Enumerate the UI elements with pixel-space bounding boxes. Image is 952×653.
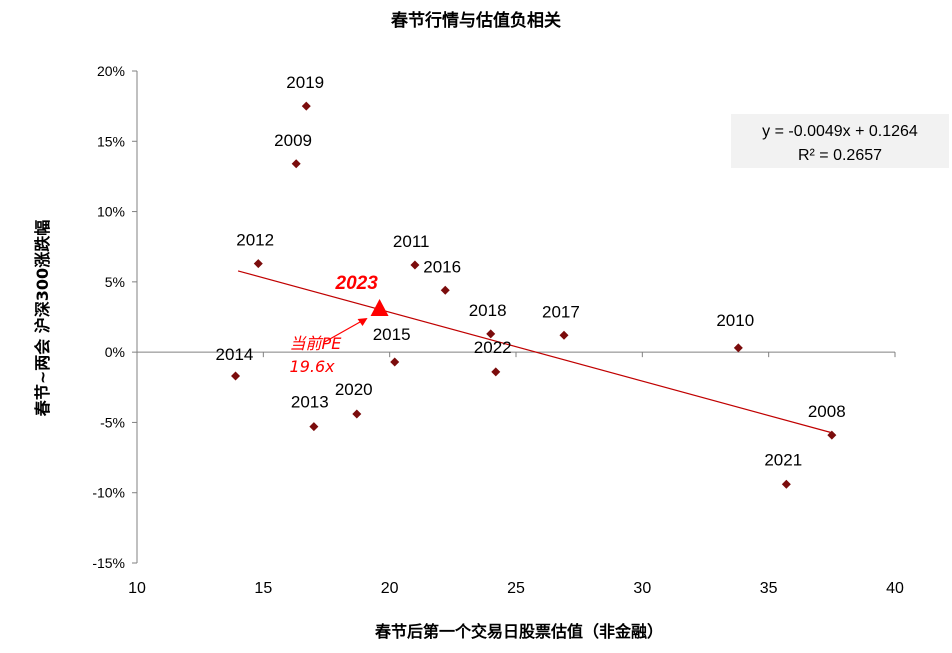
y-tick-label: 5% [105,274,125,290]
data-point-2015 [390,357,400,367]
y-tick-label: 0% [105,344,125,360]
point-label-2020: 2020 [335,380,373,399]
equation-box: y = -0.0049x + 0.1264 R² = 0.2657 [731,114,949,168]
point-label-2014: 2014 [216,345,254,364]
highlight-arrow-line [324,319,364,343]
x-tick-label: 30 [633,580,651,597]
y-tick-label: -5% [100,414,125,430]
trendline-group [237,270,832,434]
y-tick-label: -15% [92,555,125,571]
data-point-2008 [827,430,837,440]
data-point-2009 [291,159,301,169]
highlight-arrow-head [357,317,368,326]
data-point-2012 [253,259,263,269]
y-tick-label: 15% [97,133,125,149]
point-label-2019: 2019 [286,73,324,92]
highlight-label: 2023 [335,273,379,294]
axes: -15% -10% -5% 0% 5% 10% 15% 20% 10 15 20 25 30 35 40 [92,63,904,597]
data-point-2014 [231,371,241,381]
trend-equation: y = -0.0049x + 0.1264 [762,123,918,140]
data-point-2010 [733,343,743,353]
highlight-group: 2023 当前PE 19.6x [290,273,389,376]
trendline [237,270,832,434]
data-point-2020 [352,409,362,419]
data-point-2017 [559,330,569,340]
point-label-2022: 2022 [474,338,512,357]
y-tick-label: 20% [97,63,125,79]
x-tick-label: 15 [254,580,272,597]
x-tick-label: 10 [128,580,146,597]
point-label-2009: 2009 [274,131,312,150]
point-label-2012: 2012 [236,231,274,250]
equation-box-bg [731,114,949,168]
x-tick-label: 35 [760,580,778,597]
highlight-note-line2: 19.6x [290,357,336,376]
data-point-2016 [440,285,450,295]
x-tick-label: 20 [381,580,399,597]
x-axis-title: 春节后第一个交易日股票估值（非金融） [374,622,663,641]
x-tick-label: 40 [886,580,904,597]
point-label-2016: 2016 [423,257,461,276]
point-label-2017: 2017 [542,302,580,321]
y-axis-title: 春节~两会 沪深300涨跌幅 [33,220,52,417]
data-points: 2019 2009 2012 2011 2016 2018 2017 2010 2014 2015… [216,73,846,489]
data-point-2022 [491,367,501,377]
x-tick-label: 25 [507,580,525,597]
data-point-2018 [486,329,496,339]
data-point-2011 [410,260,420,270]
data-point-2013 [309,422,319,432]
y-tick-label: 10% [97,204,125,220]
chart-title: 春节行情与估值负相关 [391,10,561,31]
point-label-2011: 2011 [393,232,430,251]
point-label-2008: 2008 [808,402,846,421]
point-label-2021: 2021 [764,450,802,469]
point-label-2010: 2010 [716,311,754,330]
y-tick-label: -10% [92,485,125,501]
data-point-2021 [781,479,791,489]
point-label-2013: 2013 [291,393,329,412]
highlight-note-line1: 当前PE [290,334,343,353]
point-label-2015: 2015 [373,325,411,344]
highlight-marker [370,298,389,316]
trend-r-squared: R² = 0.2657 [798,147,882,164]
point-label-2018: 2018 [469,301,507,320]
data-point-2019 [301,101,311,111]
